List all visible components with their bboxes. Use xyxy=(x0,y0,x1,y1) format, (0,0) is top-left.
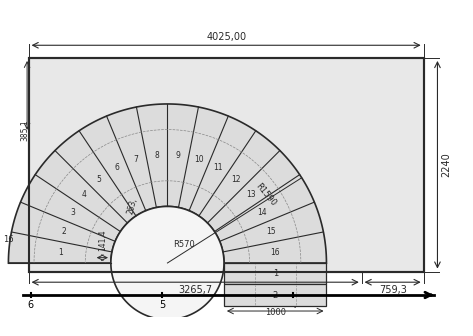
Text: 13: 13 xyxy=(246,190,255,199)
Text: 4: 4 xyxy=(290,300,297,310)
Text: 3: 3 xyxy=(70,208,75,217)
Text: 759,3: 759,3 xyxy=(379,285,407,295)
Text: 1: 1 xyxy=(272,269,278,278)
Text: R570: R570 xyxy=(173,240,194,249)
Bar xyxy=(224,284,326,306)
Text: 1: 1 xyxy=(58,248,62,257)
Bar xyxy=(29,58,424,271)
Text: 2: 2 xyxy=(272,291,278,299)
Text: 14: 14 xyxy=(258,208,267,217)
Text: 4025,00: 4025,00 xyxy=(206,32,246,42)
Text: 6: 6 xyxy=(114,163,119,172)
Text: 263,: 263, xyxy=(126,197,139,215)
Polygon shape xyxy=(111,206,224,320)
Text: 12: 12 xyxy=(231,175,241,184)
Polygon shape xyxy=(9,104,326,263)
Text: 7: 7 xyxy=(134,155,139,164)
Text: 2: 2 xyxy=(62,227,67,236)
Text: 141,4: 141,4 xyxy=(98,229,107,251)
Bar xyxy=(29,58,424,271)
Text: R1590: R1590 xyxy=(254,181,278,207)
Text: 15: 15 xyxy=(266,227,275,236)
Bar xyxy=(29,58,424,271)
Text: 2240: 2240 xyxy=(442,153,452,177)
Text: 5: 5 xyxy=(96,175,102,184)
Text: 9: 9 xyxy=(175,151,180,160)
Text: 16: 16 xyxy=(270,248,280,257)
Text: 10: 10 xyxy=(194,155,203,164)
Text: 1000: 1000 xyxy=(265,308,286,317)
Text: 3265,7: 3265,7 xyxy=(178,285,212,295)
Text: 16: 16 xyxy=(3,235,13,244)
Text: 11: 11 xyxy=(213,163,223,172)
Text: 5: 5 xyxy=(159,300,165,310)
Text: 6: 6 xyxy=(28,300,34,310)
Bar xyxy=(224,263,326,284)
Text: 8: 8 xyxy=(155,151,159,160)
Text: 4: 4 xyxy=(82,190,87,199)
Text: 385,1: 385,1 xyxy=(20,120,29,141)
